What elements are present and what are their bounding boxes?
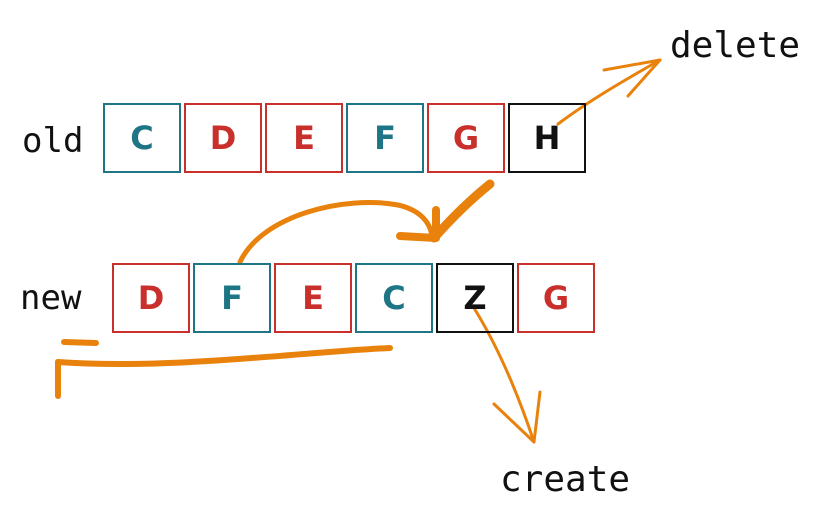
cell-letter: H	[533, 119, 561, 157]
create-arrow	[472, 306, 536, 444]
cell-c: C	[355, 263, 433, 333]
delete-arrow	[556, 58, 662, 126]
cell-letter: F	[374, 119, 396, 157]
cell-h: H	[508, 103, 586, 173]
cell-e: E	[274, 263, 352, 333]
cell-letter: D	[209, 119, 237, 157]
delete-label: delete	[670, 25, 801, 66]
cell-letter: E	[302, 279, 324, 317]
cell-d: D	[112, 263, 190, 333]
cell-d: D	[184, 103, 262, 173]
cell-letter: G	[542, 279, 570, 317]
delete-arrow-head	[602, 58, 662, 98]
old-row-label: old	[22, 121, 84, 161]
cell-letter: D	[137, 279, 165, 317]
move-g-arrow	[429, 179, 495, 243]
cell-letter: F	[221, 279, 243, 317]
cell-e: E	[265, 103, 343, 173]
cell-f: F	[193, 263, 271, 333]
move-c-arrow	[55, 345, 393, 368]
cell-letter: E	[293, 119, 315, 157]
cell-f: F	[346, 103, 424, 173]
cell-c: C	[103, 103, 181, 173]
cell-letter: G	[452, 119, 480, 157]
cell-letter: C	[382, 279, 406, 317]
move-f-arrow	[237, 200, 435, 265]
create-arrow-head	[492, 390, 542, 444]
create-label: create	[500, 459, 631, 500]
move-g-arrow-head	[396, 206, 440, 242]
cell-letter: C	[130, 119, 154, 157]
move-c-arrow-tick	[61, 339, 99, 346]
cell-g: G	[517, 263, 595, 333]
cell-letter: Z	[463, 279, 487, 317]
new-row-label: new	[20, 278, 82, 318]
cell-g: G	[427, 103, 505, 173]
cell-z: Z	[436, 263, 514, 333]
